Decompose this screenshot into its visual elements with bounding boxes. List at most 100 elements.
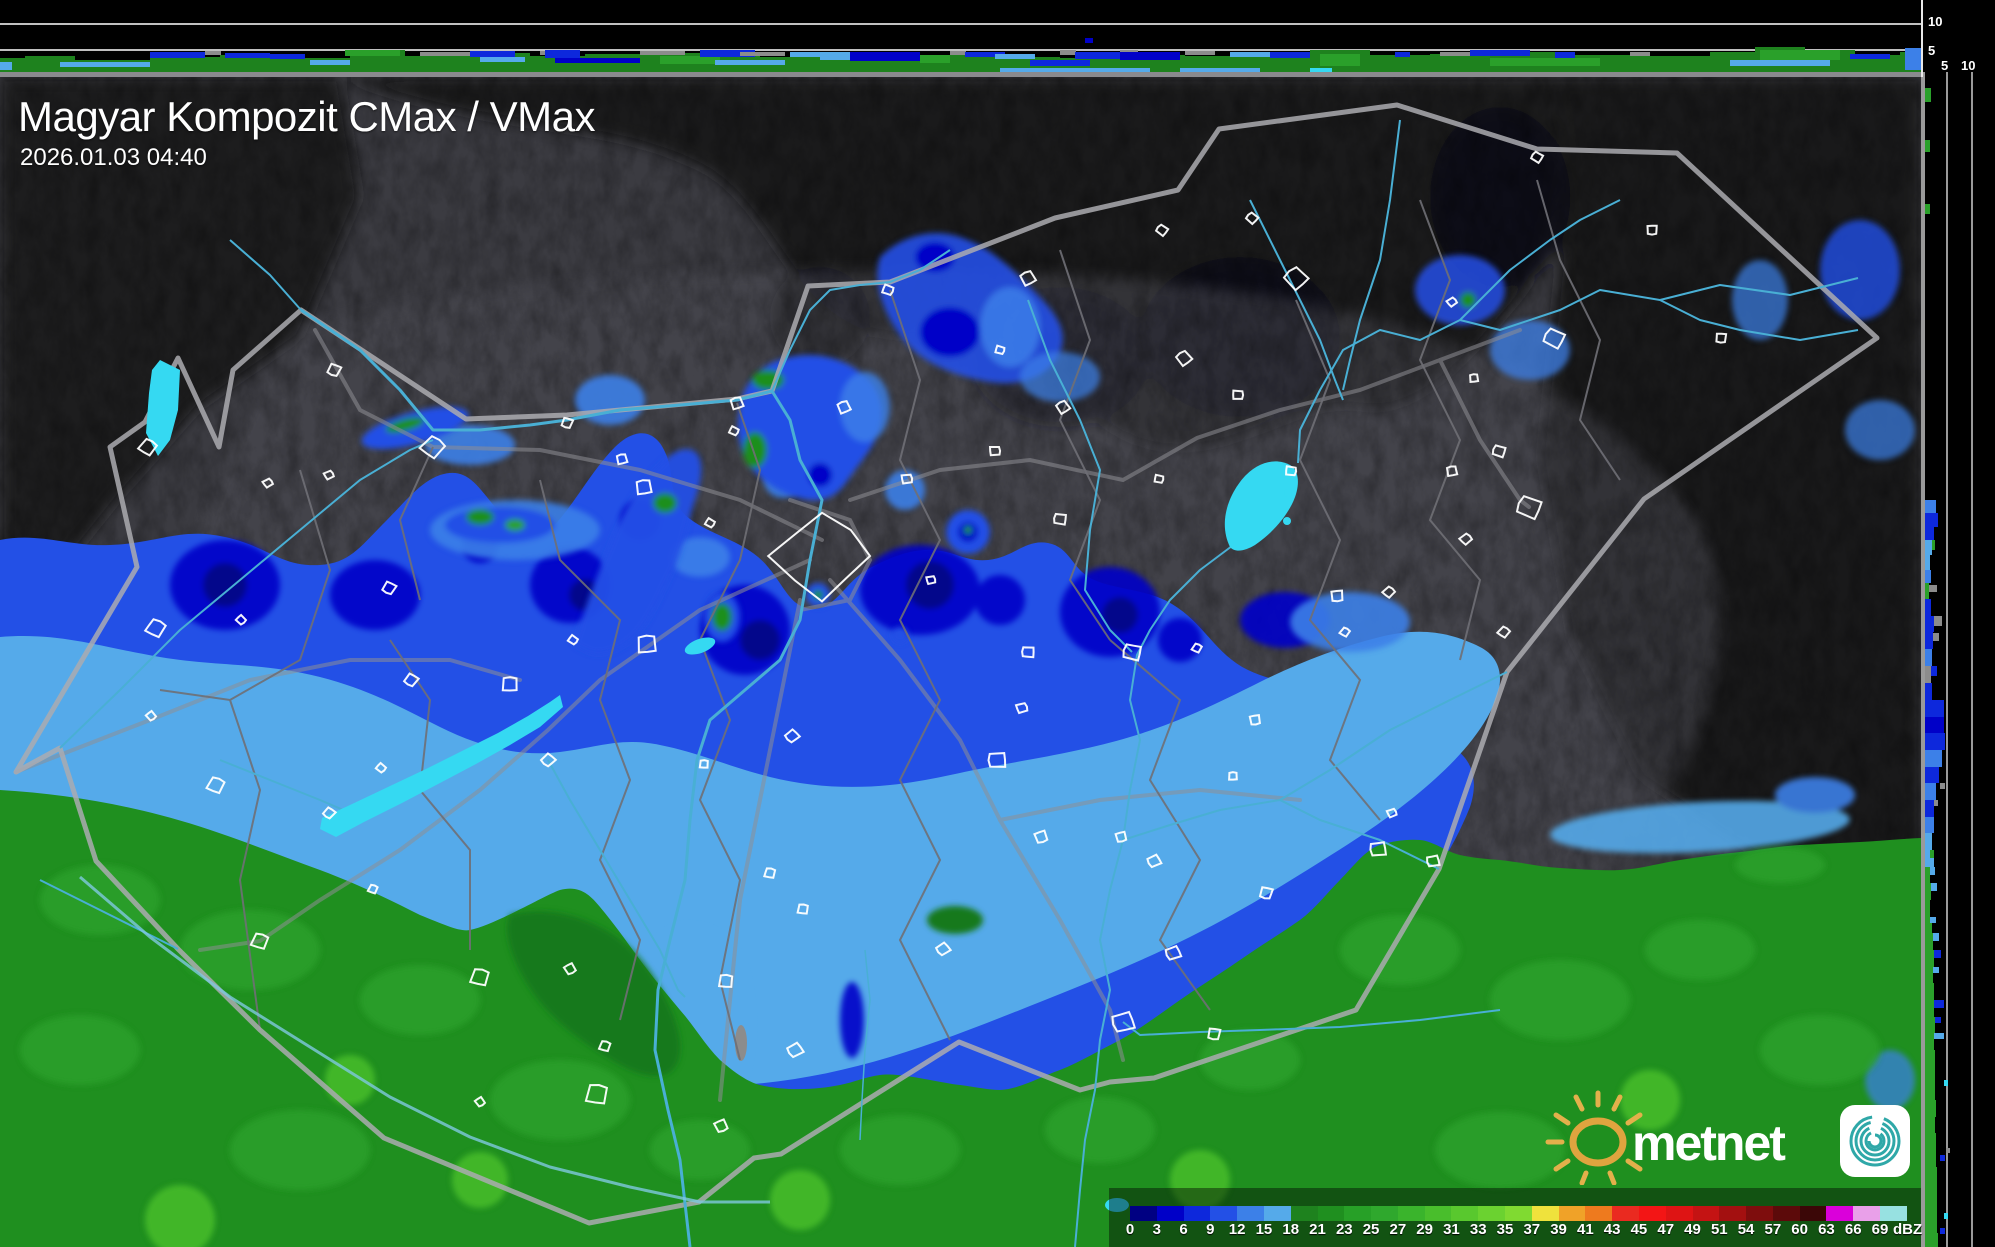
city-outline [994,344,1006,356]
dbz-color-block [1638,1206,1667,1221]
sun-icon [1545,1090,1643,1185]
city-outline [1014,702,1029,715]
dbz-tick-label: 39 [1550,1221,1567,1238]
city-outline [418,434,447,460]
city-outline [1515,495,1543,521]
city-outline [698,759,709,769]
dbz-tick-label: 47 [1657,1221,1675,1238]
dbz-tick-label: 49 [1684,1221,1701,1238]
dbz-tick-label: 27 [1389,1221,1407,1238]
city-outline [615,453,629,466]
city-outline [1174,349,1194,368]
city-outline [321,806,338,820]
city-outline [1248,713,1261,726]
divider [1921,77,1924,1247]
city-outline [234,613,248,626]
metnet-logo[interactable]: metnet [1540,1085,1930,1185]
dbz-tick-label: 23 [1335,1221,1353,1238]
dbz-tick-label: 45 [1630,1221,1648,1238]
county-borders [159,179,1621,1061]
top-strip-tick-5: 5 [1928,43,1936,58]
city-outline [1164,944,1183,961]
dbz-color-block [1531,1206,1560,1221]
dbz-color-block [1183,1206,1211,1221]
city-outline [1282,265,1311,292]
city-outline [900,473,914,485]
city-outline [727,424,740,437]
city-outline [380,580,398,596]
lake-velence [684,637,716,655]
city-outlines [136,150,1728,1134]
city-outline [1146,853,1163,869]
right-cross-section-plot [1921,72,1973,1247]
dbz-color-block [1826,1206,1854,1221]
city-outline [1021,646,1035,659]
city-outline [143,618,168,639]
dbz-color-block [1612,1206,1640,1221]
dbz-color-block [1290,1206,1318,1221]
city-outline [501,676,518,692]
city-outline [783,728,802,744]
dbz-tick-label: 33 [1469,1221,1487,1238]
city-outline [374,761,388,774]
city-outline [766,511,872,603]
top-strip-tick-10: 10 [1928,14,1943,29]
city-outline [796,903,809,915]
echo-north-clusters [361,220,1915,654]
right-cross-section-strip [1921,0,1995,1247]
dbz-color-block [1853,1206,1881,1221]
city-outline [987,752,1007,768]
city-outline [1529,150,1545,165]
city-outline [934,941,953,957]
echo-green-field [0,790,1921,1247]
dbz-tick-label: 66 [1844,1221,1862,1238]
lakes [146,360,1298,1212]
radar-map[interactable] [0,77,1921,1247]
dbz-tick-label: 37 [1523,1221,1541,1238]
lake-tisza [1224,461,1298,551]
city-outline [1019,269,1038,288]
city-outline [703,516,717,529]
city-outline [468,968,490,987]
city-outline [1111,1010,1137,1033]
dbz-color-block [1371,1206,1399,1221]
dbz-tick-label: 15 [1255,1221,1273,1238]
dbz-color-block [1880,1206,1908,1221]
city-outline [1258,886,1275,900]
city-outline [560,416,575,429]
city-outline [988,446,1002,457]
city-outline [712,1118,729,1134]
city-outline [473,1095,487,1108]
spiral-badge-icon [1840,1105,1910,1177]
page-title: Magyar Kompozit CMax / VMax [18,93,596,140]
city-outline [144,709,158,722]
echo-green-texture [20,847,1880,1247]
city-outline [1337,626,1352,638]
city-outline [635,479,653,496]
city-outline [925,575,937,586]
city-outline [1054,399,1072,416]
dbz-color-block [1692,1206,1720,1221]
lake-ferto [146,360,180,456]
dbz-color-block [1210,1206,1238,1221]
city-outline [763,867,777,879]
right-strip-tick-5: 5 [1941,58,1949,73]
dbz-color-block [1505,1206,1533,1221]
dbz-tick-label: 0 [1125,1221,1135,1238]
dbz-color-block [1397,1206,1426,1221]
city-outline [785,1041,806,1059]
city-outline [1153,473,1165,484]
city-outline [1491,444,1507,459]
dbz-color-block [1130,1206,1158,1221]
dbz-color-block [1451,1206,1479,1221]
city-outline [402,672,421,688]
city-outline [637,634,657,654]
dbz-tick-label: 35 [1496,1221,1514,1238]
dbz-tick-label: 41 [1577,1221,1594,1238]
dbz-tick-label: 29 [1416,1221,1433,1238]
city-outline [1207,1027,1222,1041]
city-outline [1646,224,1658,236]
city-outline [249,932,270,950]
city-outline [880,283,895,297]
